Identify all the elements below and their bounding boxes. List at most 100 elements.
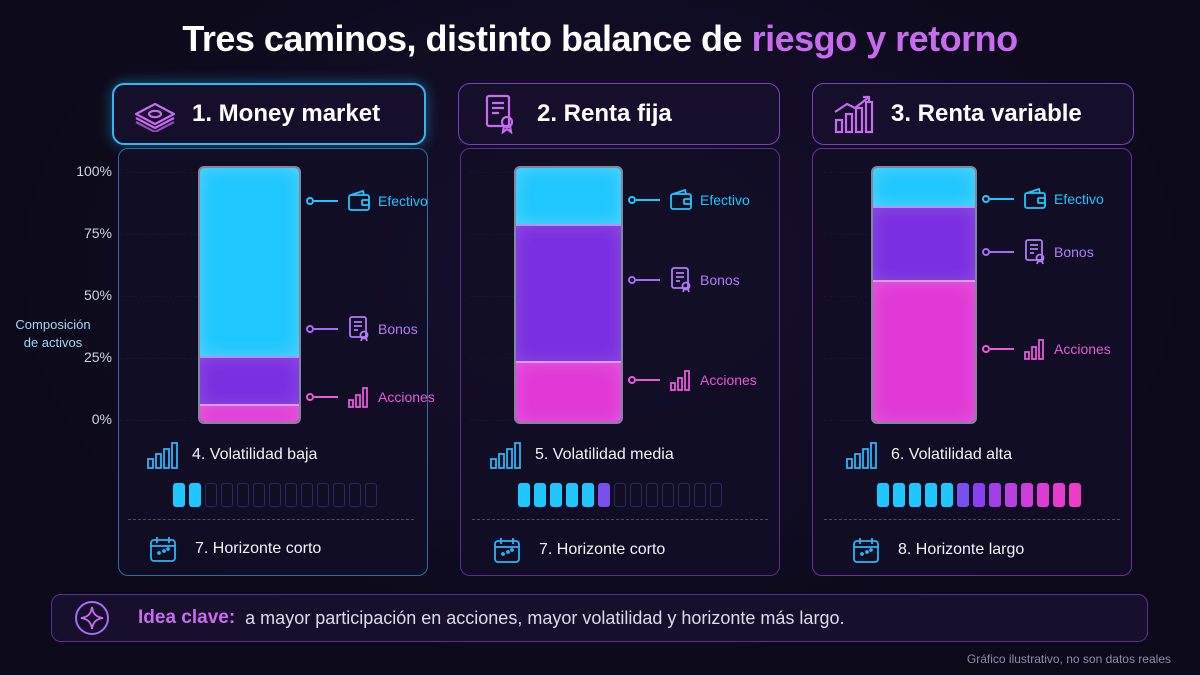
volatility-meter-cell — [989, 483, 1001, 507]
volatility-meter-cell — [710, 483, 722, 507]
bar-1-efectivo — [200, 168, 299, 356]
horizon-label: 7. Horizonte corto — [539, 541, 666, 558]
legend-label-acciones: Acciones — [378, 389, 435, 405]
calendar-icon — [150, 537, 176, 562]
volatility-meter-cell — [253, 483, 265, 507]
key-takeaway: Idea clave: a mayor participación en acc… — [51, 594, 1148, 642]
wallet-icon — [346, 188, 372, 214]
legend-dot — [628, 376, 636, 384]
volatility-meter-cell — [1021, 483, 1033, 507]
panel-3-legend-acciones: Acciones — [982, 336, 1111, 362]
certificate-icon — [1022, 239, 1048, 265]
legend-dot — [306, 393, 314, 401]
volatility-meter-cell — [957, 483, 969, 507]
y-tick-label: 25% — [83, 349, 112, 365]
key-label: Idea clave: — [138, 607, 236, 628]
volatility-meter-cell — [941, 483, 953, 507]
panel-3-legend-efectivo: Efectivo — [982, 186, 1104, 212]
bar-3-bonos — [873, 206, 975, 282]
bar-3-acciones — [873, 279, 975, 422]
volatility-meter-cell — [630, 483, 642, 507]
volatility-label: 5. Volatilidad media — [535, 446, 674, 463]
panel-3-header: 3. Renta variable — [812, 83, 1134, 145]
legend-dot — [628, 276, 636, 284]
volatility-label: 4. Volatilidad baja — [192, 446, 318, 463]
volatility-meter-cell — [189, 483, 201, 507]
bar-2-bonos — [516, 223, 621, 364]
wallet-icon — [1022, 186, 1048, 212]
legend-dot — [982, 248, 990, 256]
volatility-meter-cell — [221, 483, 233, 507]
panel-2-legend-bonos: Bonos — [628, 267, 740, 293]
panel-1-title: 1. Money market — [192, 100, 381, 127]
volatility-meter-cell — [614, 483, 626, 507]
panel-2-legend-acciones: Acciones — [628, 367, 757, 393]
legend-line — [636, 279, 660, 281]
volatility-bars-icon — [490, 442, 521, 469]
panel-2-legend-efectivo: Efectivo — [628, 187, 750, 213]
legend-label-efectivo: Efectivo — [378, 193, 428, 209]
legend-line — [990, 198, 1014, 200]
panel-1-legend-acciones: Acciones — [306, 384, 435, 410]
legend-dot — [982, 345, 990, 353]
volatility-meter-cell — [333, 483, 345, 507]
stacked-bar-3 — [871, 166, 977, 424]
panel-2-volatility: 5. Volatilidad media — [489, 441, 674, 469]
volatility-meter-cell — [566, 483, 578, 507]
calendar-icon — [853, 538, 879, 563]
panel-3-legend-bonos: Bonos — [982, 239, 1094, 265]
calendar-icon — [494, 538, 520, 563]
legend-label-acciones: Acciones — [700, 372, 757, 388]
volatility-meter-cell — [534, 483, 546, 507]
panel-1-legend-efectivo: Efectivo — [306, 188, 428, 214]
volatility-meter-cell — [1069, 483, 1081, 507]
volatility-meter-cell — [365, 483, 377, 507]
legend-label-bonos: Bonos — [378, 321, 418, 337]
panel-1-volatility-meter — [173, 483, 377, 507]
volatility-meter-cell — [1037, 483, 1049, 507]
volatility-meter-cell — [317, 483, 329, 507]
y-tick-label: 100% — [76, 163, 112, 179]
panel-1-divider — [128, 519, 414, 520]
volatility-meter-cell — [237, 483, 249, 507]
key-text: a mayor participación en acciones, mayor… — [245, 607, 845, 628]
legend-dot — [628, 196, 636, 204]
panel-2-divider — [472, 519, 768, 520]
volatility-meter-cell — [973, 483, 985, 507]
panel-3-divider — [824, 519, 1120, 520]
volatility-label: 6. Volatilidad alta — [891, 446, 1012, 463]
title-highlight: riesgo y retorno — [751, 18, 1019, 59]
panel-1-volatility: 4. Volatilidad baja — [146, 441, 317, 469]
legend-line — [636, 379, 660, 381]
legend-line — [314, 200, 338, 202]
bar-1-acciones — [200, 404, 299, 422]
volatility-meter-cell — [173, 483, 185, 507]
volatility-meter-cell — [285, 483, 297, 507]
bar-chart-icon — [346, 384, 372, 410]
legend-line — [314, 396, 338, 398]
panel-1-header: 1. Money market — [112, 83, 426, 145]
footnote: Gráfico ilustrativo, no son datos reales — [966, 652, 1171, 666]
volatility-meter-cell — [301, 483, 313, 507]
legend-label-bonos: Bonos — [700, 272, 740, 288]
volatility-meter-cell — [893, 483, 905, 507]
volatility-meter-cell — [1005, 483, 1017, 507]
volatility-meter-cell — [205, 483, 217, 507]
volatility-meter-cell — [678, 483, 690, 507]
panel-3-horizon: 8. Horizonte largo — [852, 536, 1024, 564]
legend-line — [314, 328, 338, 330]
wallet-icon — [668, 187, 694, 213]
bar-2-acciones — [516, 361, 621, 422]
bar-3-efectivo — [873, 168, 975, 207]
panel-2-title: 2. Renta fija — [537, 100, 672, 127]
panel-1-horizon: 7. Horizonte corto — [149, 535, 321, 563]
volatility-meter-cell — [694, 483, 706, 507]
panel-1-legend-bonos: Bonos — [306, 316, 418, 342]
bar-1-bonos — [200, 355, 299, 407]
volatility-meter-cell — [662, 483, 674, 507]
volatility-meter-cell — [550, 483, 562, 507]
volatility-bars-icon — [147, 442, 178, 469]
legend-line — [990, 348, 1014, 350]
panel-3-volatility-meter — [877, 483, 1081, 507]
bar-2-efectivo — [516, 168, 621, 224]
